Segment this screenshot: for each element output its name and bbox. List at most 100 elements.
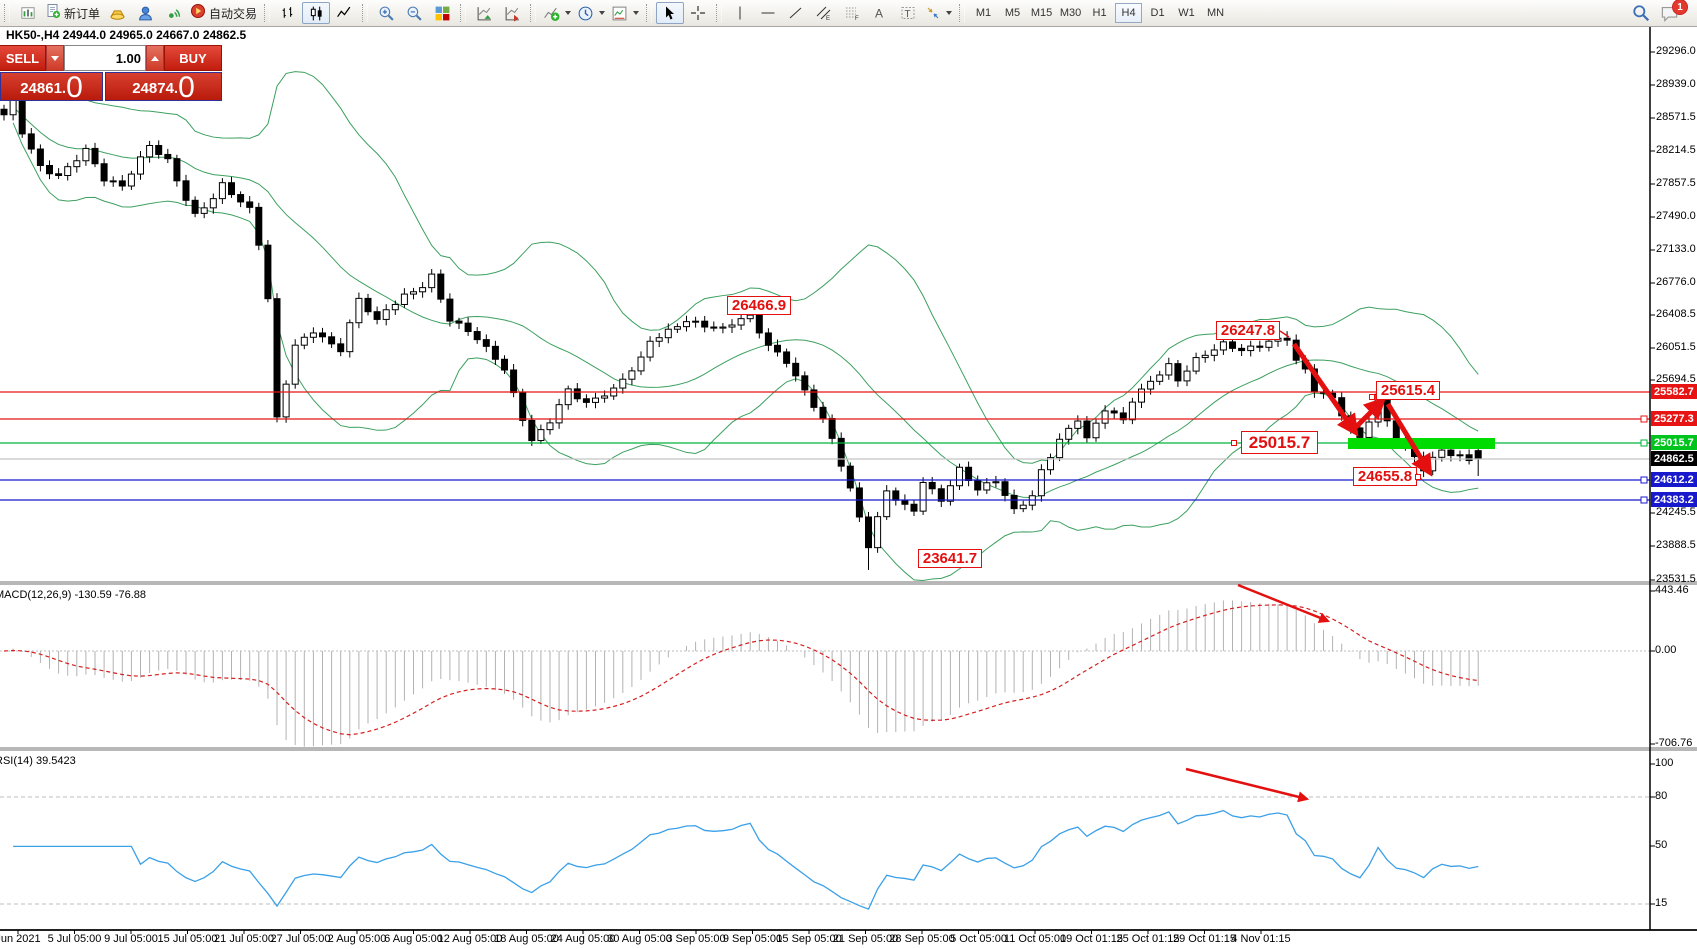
broadcast-icon[interactable] (159, 2, 187, 24)
price-annotation-26466.9[interactable]: 26466.9 (727, 296, 791, 315)
horizontal-line-tool[interactable] (754, 2, 782, 24)
macd-axis-label: -706.76 (1655, 737, 1693, 749)
candle-body (692, 320, 700, 323)
auto-trading-button[interactable]: 自动交易 (187, 2, 260, 24)
triangle-down-icon (51, 55, 59, 61)
timeframe-H4[interactable]: H4 (1115, 3, 1143, 23)
timeframe-MN[interactable]: MN (1206, 7, 1225, 19)
candle-body (410, 291, 417, 295)
zoom-out-icon[interactable] (400, 2, 428, 24)
trend-arrow-5[interactable] (1185, 767, 1310, 803)
candle-body (191, 199, 199, 214)
timeframe-W1[interactable]: W1 (1178, 7, 1195, 19)
tile-windows-icon[interactable] (428, 2, 456, 24)
periods-button[interactable] (574, 2, 608, 24)
price-tick-label: 27490.0 (1656, 210, 1696, 222)
annotation-handle (1415, 474, 1421, 480)
rsi-axis-label: 80 (1655, 790, 1668, 802)
candle-body (573, 388, 581, 400)
trend-arrow-4[interactable] (1237, 583, 1331, 623)
buy-button[interactable]: BUY (164, 45, 222, 71)
sell-button[interactable]: SELL (0, 45, 46, 71)
line-handle[interactable] (1640, 476, 1648, 484)
profile-icon[interactable] (131, 2, 159, 24)
volume-decrease-button[interactable] (46, 45, 64, 71)
trend-arrow-3[interactable] (1385, 402, 1433, 477)
candle-body (1447, 449, 1455, 457)
toolbar-grip (4, 4, 10, 22)
vertical-line-tool[interactable] (726, 2, 754, 24)
volume-input[interactable] (64, 45, 146, 71)
toolbar-grip (716, 4, 723, 22)
search-icon[interactable] (1627, 2, 1655, 24)
chevron-down-icon (633, 11, 640, 15)
timeframe-M30[interactable]: M30 (1059, 7, 1082, 19)
fibonacci-tool[interactable]: F (838, 2, 866, 24)
indicators-button[interactable] (540, 2, 574, 24)
auto-scroll-icon[interactable] (470, 2, 498, 24)
candle-body (118, 180, 126, 187)
line-handle[interactable] (1640, 439, 1648, 447)
timeframe-D1[interactable]: D1 (1150, 7, 1165, 19)
candle-body (1265, 340, 1273, 348)
timeframe-M5[interactable]: M5 (1004, 7, 1021, 19)
candle-body (992, 481, 1000, 484)
notifications-button[interactable]: 1 (1655, 0, 1688, 24)
crosshair-tool[interactable] (684, 2, 712, 24)
candle-body (1283, 337, 1291, 341)
trend-arrow-2[interactable] (1354, 396, 1387, 429)
trend-arrow-1[interactable] (1291, 342, 1359, 437)
sell-price-dot: . (61, 80, 67, 97)
buy-price-dot: . (173, 80, 179, 97)
timeframe-H1[interactable]: H1 (1092, 7, 1107, 19)
candle-body (1056, 438, 1064, 459)
price-annotation-24655.8[interactable]: 24655.8 (1353, 467, 1417, 486)
price-chip-25015.7: 25015.7 (1651, 435, 1697, 450)
candle-body (673, 326, 681, 330)
price-annotation-25015.7[interactable]: 25015.7 (1241, 431, 1318, 454)
volume-increase-button[interactable] (146, 45, 164, 71)
bar-chart-icon[interactable] (274, 2, 302, 24)
templates-button[interactable] (608, 2, 642, 24)
price-annotation-25615.4[interactable]: 25615.4 (1376, 381, 1440, 400)
support-zone-highlight[interactable] (1348, 438, 1495, 449)
candle-body (209, 198, 217, 209)
candle-body (783, 351, 791, 364)
line-handle[interactable] (1640, 415, 1648, 423)
candle-body (455, 320, 463, 324)
toolbar-grip (362, 4, 369, 22)
trendline-tool[interactable] (782, 2, 810, 24)
zoom-in-icon[interactable] (372, 2, 400, 24)
cursor-tool[interactable] (656, 2, 685, 24)
candle-body (1356, 427, 1364, 438)
timeframe-M1[interactable]: M1 (975, 7, 992, 19)
price-annotation-23641.7[interactable]: 23641.7 (918, 549, 982, 568)
candle-body (910, 503, 918, 512)
chart-shift-icon[interactable] (498, 2, 526, 24)
line-chart-icon[interactable] (330, 2, 358, 24)
timeframe-M15[interactable]: M15 (1030, 7, 1053, 19)
arrows-tool[interactable] (922, 2, 955, 24)
candle-body (764, 332, 772, 346)
bollinger-upper-band (12, 71, 1479, 464)
candle-body (1438, 449, 1446, 458)
candle-body (55, 173, 63, 177)
candle-body (328, 336, 336, 345)
candle-body (1010, 494, 1018, 510)
candle-body (664, 328, 672, 339)
candlestick-chart-icon[interactable] (302, 2, 331, 24)
sell-price-display[interactable]: 24861. 0 (0, 72, 103, 102)
auto-trading-label: 自动交易 (209, 6, 258, 21)
text-tool[interactable]: A (866, 2, 894, 24)
price-annotation-26247.8[interactable]: 26247.8 (1216, 321, 1280, 340)
annotation-handle (1231, 440, 1237, 446)
channel-tool[interactable]: E (810, 2, 838, 24)
text-label-tool[interactable]: T (894, 2, 922, 24)
new-order-button[interactable]: 新订单 (42, 2, 103, 24)
candle-body (1456, 454, 1464, 457)
metaeditor-icon[interactable] (103, 2, 131, 24)
candle-body (446, 298, 454, 322)
buy-price-display[interactable]: 24874. 0 (105, 72, 222, 102)
line-handle[interactable] (1640, 496, 1648, 504)
